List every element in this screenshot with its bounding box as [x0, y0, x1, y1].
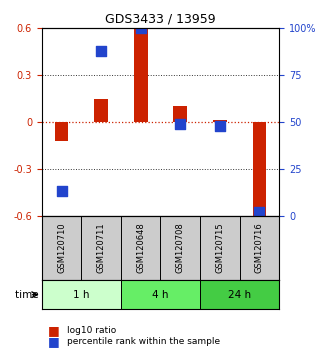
Text: log10 ratio: log10 ratio [67, 326, 117, 336]
Bar [55, 122, 68, 141]
FancyBboxPatch shape [200, 280, 279, 309]
Point [99, 48, 104, 54]
Text: ■: ■ [48, 335, 60, 348]
Bar [253, 122, 266, 219]
Text: GSM120715: GSM120715 [215, 223, 224, 273]
Text: GSM120648: GSM120648 [136, 222, 145, 273]
Title: GDS3433 / 13959: GDS3433 / 13959 [105, 13, 216, 26]
Point [217, 123, 222, 129]
Text: ■: ■ [48, 325, 60, 337]
Text: 4 h: 4 h [152, 290, 169, 300]
Text: 1 h: 1 h [73, 290, 90, 300]
FancyBboxPatch shape [42, 280, 121, 309]
Point [257, 209, 262, 215]
FancyBboxPatch shape [121, 280, 200, 309]
Text: GSM120708: GSM120708 [176, 222, 185, 273]
Point [138, 25, 143, 31]
Bar [94, 99, 108, 122]
Text: GSM120710: GSM120710 [57, 223, 66, 273]
Text: GSM120711: GSM120711 [97, 223, 106, 273]
Text: percentile rank within the sample: percentile rank within the sample [67, 337, 221, 346]
Text: 24 h: 24 h [228, 290, 251, 300]
Point [178, 121, 183, 127]
Bar [173, 107, 187, 122]
Text: time: time [15, 290, 42, 300]
Bar [134, 28, 148, 122]
Bar [213, 120, 227, 122]
Text: GSM120716: GSM120716 [255, 222, 264, 273]
Point [59, 189, 64, 194]
